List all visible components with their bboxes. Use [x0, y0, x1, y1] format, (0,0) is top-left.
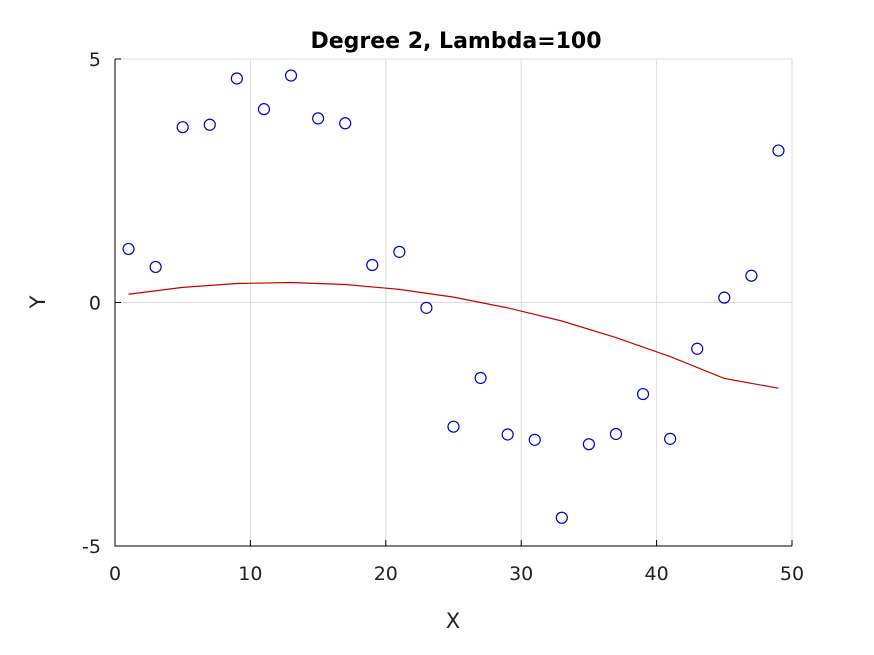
data-point	[582, 438, 596, 451]
data-point	[501, 428, 514, 441]
y-tick-label: 5	[89, 49, 101, 71]
data-point	[122, 242, 135, 256]
axes: 0 10 20 30 40 50 -5 0 5	[82, 49, 804, 585]
data-point	[528, 433, 541, 446]
y-tick-label: 0	[89, 293, 101, 315]
data-point	[366, 258, 379, 272]
data-point	[772, 144, 785, 157]
data-point	[176, 121, 189, 134]
x-axis-label: X	[446, 609, 460, 633]
fit-curve	[128, 281, 779, 389]
data-point	[339, 117, 352, 130]
data-point	[203, 118, 216, 131]
data-point	[393, 245, 406, 258]
data-point	[636, 387, 650, 401]
x-tick-label: 30	[509, 563, 533, 585]
data-point	[420, 301, 433, 314]
x-tick-label: 10	[238, 563, 262, 585]
data-point	[555, 511, 568, 524]
data-point	[718, 291, 731, 304]
plot-area	[122, 69, 785, 524]
data-point	[149, 260, 162, 274]
data-point	[257, 103, 271, 116]
y-tick-label: -5	[82, 536, 101, 558]
data-point	[447, 420, 460, 433]
x-tick-label: 20	[374, 563, 398, 585]
data-point	[691, 342, 704, 355]
x-tick-label: 40	[645, 563, 669, 585]
data-point	[230, 72, 243, 85]
data-point	[609, 427, 623, 441]
data-point	[474, 371, 487, 385]
data-point	[312, 112, 325, 125]
data-point	[664, 432, 677, 445]
x-tick-label: 0	[109, 563, 121, 585]
data-point	[745, 269, 758, 282]
chart-title: Degree 2, Lambda=100	[310, 29, 601, 54]
y-axis-label: Y	[26, 295, 50, 309]
axis-lines	[114, 59, 792, 547]
x-tick-label: 50	[780, 563, 804, 585]
data-point	[284, 69, 298, 82]
grid	[114, 58, 793, 547]
